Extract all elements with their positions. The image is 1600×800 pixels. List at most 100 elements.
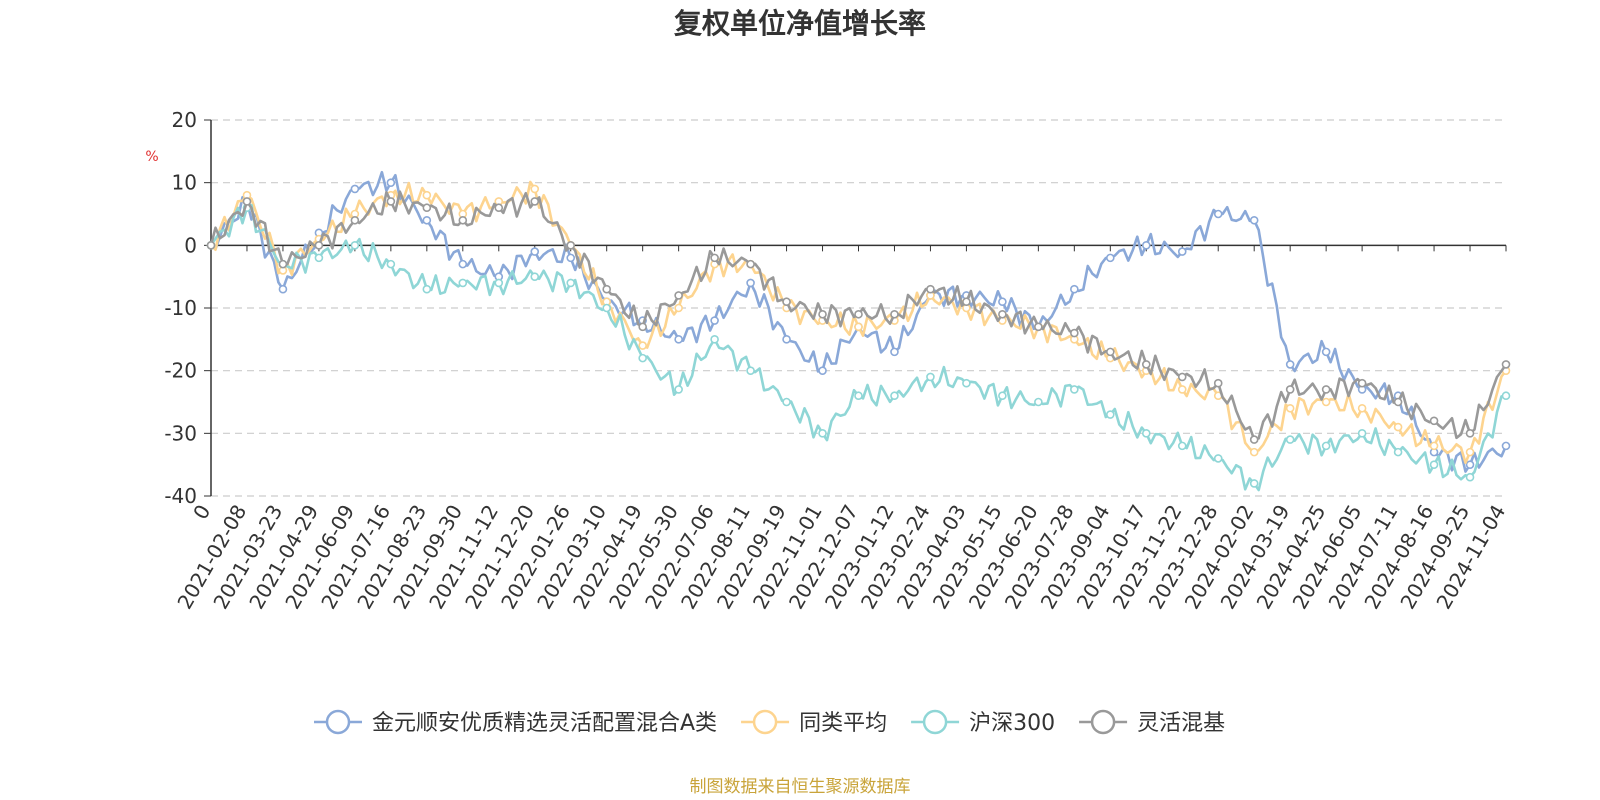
- data-point: [1285, 360, 1295, 369]
- data-point: [602, 284, 611, 294]
- data-point: [566, 253, 576, 263]
- data-point: [1429, 416, 1439, 426]
- data-point: [530, 272, 540, 281]
- y-tick-label: 0: [184, 233, 197, 257]
- data-point: [350, 215, 360, 225]
- data-point: [926, 284, 935, 294]
- data-point: [1249, 435, 1259, 444]
- data-point: [494, 278, 504, 288]
- data-point: [458, 259, 468, 269]
- data-point: [1249, 215, 1259, 225]
- data-point: [890, 391, 899, 401]
- data-point: [1106, 253, 1115, 263]
- data-point: [1321, 441, 1331, 451]
- y-tick-label: -20: [164, 359, 197, 383]
- data-point: [890, 309, 899, 319]
- legend-marker-icon: [922, 709, 948, 735]
- data-point: [1501, 441, 1511, 451]
- legend[interactable]: 金元顺安优质精选灵活配置混合A类 同类平均 沪深300 灵活混基: [314, 709, 1225, 736]
- data-point: [458, 278, 468, 288]
- data-point: [1141, 360, 1151, 369]
- data-point: [1249, 479, 1259, 488]
- series-line: [210, 180, 1508, 464]
- data-point: [1321, 347, 1331, 357]
- data-point: [1249, 447, 1259, 457]
- data-point: [1034, 397, 1043, 407]
- data-point: [710, 316, 719, 325]
- data-point: [710, 253, 719, 263]
- data-point: [278, 284, 288, 294]
- data-point: [1177, 372, 1187, 382]
- data-point: [1357, 429, 1367, 438]
- data-point: [242, 197, 252, 206]
- data-point: [1177, 441, 1187, 451]
- data-point: [998, 297, 1007, 307]
- data-point: [422, 203, 432, 213]
- data-point: [1070, 284, 1079, 294]
- legend-marker-icon: [1090, 709, 1116, 735]
- data-point: [854, 391, 863, 401]
- data-point: [746, 366, 755, 375]
- series-line: [210, 170, 1508, 473]
- data-point: [710, 335, 719, 344]
- data-source-note: 制图数据来自恒生聚源数据库: [690, 777, 911, 797]
- legend-marker-icon: [752, 709, 778, 735]
- data-point: [1321, 385, 1331, 394]
- chart-title: 复权单位净值增长率: [674, 7, 926, 40]
- data-point: [458, 215, 468, 225]
- y-tick-label: 10: [172, 171, 197, 195]
- data-point: [1106, 410, 1115, 419]
- data-point: [818, 429, 827, 438]
- data-point: [926, 372, 935, 382]
- y-axis-unit: %: [145, 149, 158, 165]
- data-point: [1106, 347, 1115, 357]
- data-point: [674, 385, 683, 394]
- data-point: [350, 241, 360, 250]
- data-point: [998, 309, 1007, 319]
- data-point: [854, 322, 863, 332]
- data-point: [674, 291, 683, 300]
- data-point: [1465, 429, 1475, 438]
- data-point: [1213, 209, 1223, 219]
- data-point: [386, 197, 396, 206]
- data-point: [1177, 385, 1187, 394]
- data-point: [422, 190, 432, 200]
- y-tick-label: -40: [164, 484, 197, 508]
- data-point: [1429, 460, 1439, 469]
- data-point: [782, 397, 791, 407]
- data-point: [494, 203, 504, 213]
- data-point: [890, 347, 899, 357]
- data-point: [1393, 447, 1403, 457]
- data-point: [1357, 378, 1367, 388]
- data-point: [962, 378, 971, 388]
- data-point: [530, 247, 540, 256]
- data-point: [530, 197, 540, 206]
- data-point: [602, 303, 611, 313]
- y-tick-label: -30: [164, 421, 197, 445]
- legend-item[interactable]: 金元顺安优质精选灵活配置混合A类: [314, 709, 717, 736]
- x-tick-label: 0: [188, 501, 215, 524]
- data-point: [1285, 385, 1295, 394]
- data-point: [1501, 391, 1511, 401]
- data-point: [1393, 397, 1403, 407]
- data-point: [1321, 397, 1331, 407]
- data-point: [854, 309, 863, 319]
- legend-label: 同类平均: [799, 711, 887, 736]
- data-point: [566, 278, 576, 288]
- data-point: [1070, 385, 1079, 394]
- series-group: [206, 170, 1511, 492]
- data-point: [1357, 403, 1367, 413]
- data-point: [1141, 429, 1151, 438]
- data-point: [746, 259, 755, 269]
- data-point: [638, 353, 647, 363]
- legend-item[interactable]: 同类平均: [741, 709, 887, 736]
- data-point: [782, 335, 791, 344]
- data-point: [638, 341, 647, 350]
- data-point: [386, 178, 396, 187]
- data-point: [566, 241, 576, 250]
- data-point: [818, 309, 827, 319]
- data-point: [674, 335, 683, 344]
- legend-item[interactable]: 灵活混基: [1079, 709, 1225, 736]
- legend-item[interactable]: 沪深300: [911, 709, 1055, 736]
